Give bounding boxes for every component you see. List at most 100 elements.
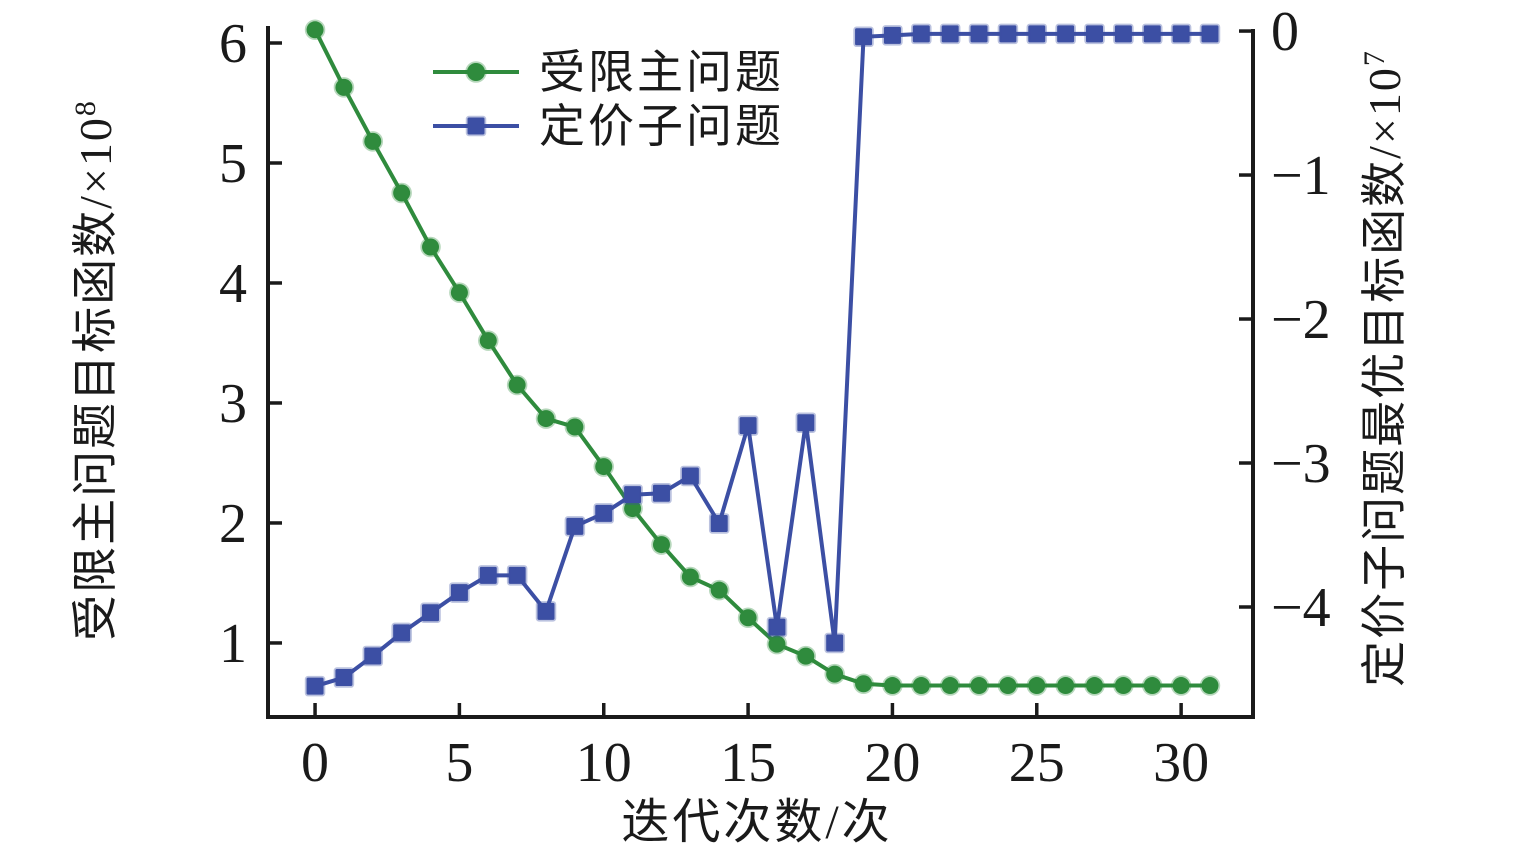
left-axis-title-text: 受限主问题目标函数/×10 <box>70 116 121 641</box>
circle-marker <box>535 408 557 429</box>
right-tick-label: 0 <box>1271 1 1299 63</box>
square-marker <box>1199 23 1221 45</box>
square-marker <box>1141 23 1163 45</box>
square-marker <box>766 616 788 638</box>
circle-marker <box>997 675 1019 696</box>
square-marker <box>911 23 932 45</box>
circle-marker <box>680 566 701 588</box>
left-tick-label: 3 <box>219 373 247 435</box>
x-tick-label: 20 <box>864 732 920 794</box>
x-tick-label: 0 <box>301 732 329 794</box>
circle-marker <box>766 633 788 655</box>
square-marker <box>795 412 817 433</box>
circle-marker <box>708 579 730 601</box>
square-marker <box>939 23 961 45</box>
circle-marker <box>449 282 470 303</box>
circle-marker <box>1170 675 1192 696</box>
legend-square-marker <box>465 115 487 137</box>
legend-circle-marker <box>465 61 487 83</box>
series-master <box>304 19 1221 696</box>
square-marker <box>304 675 326 697</box>
square-marker <box>708 513 730 534</box>
circle-marker <box>391 182 412 204</box>
circle-marker <box>1113 675 1134 696</box>
square-marker <box>449 582 470 603</box>
circle-marker <box>882 675 903 696</box>
right-tick-label: −1 <box>1271 145 1331 207</box>
square-marker <box>680 465 701 487</box>
legend-item-master: 受限主问题 <box>433 47 784 98</box>
circle-marker <box>564 416 586 438</box>
x-axis-title: 迭代次数/次 <box>621 796 892 849</box>
square-marker <box>824 632 845 654</box>
circle-marker <box>1199 675 1221 696</box>
left-axis-title: 受限主问题目标函数/×108 <box>69 99 121 641</box>
square-marker <box>853 26 874 48</box>
left-axis: 6 5 4 3 2 1 <box>219 13 282 675</box>
square-marker <box>651 482 672 504</box>
square-marker <box>997 23 1019 45</box>
square-marker <box>737 415 759 436</box>
circle-marker <box>1026 675 1048 696</box>
circle-marker <box>651 534 672 555</box>
left-tick-label: 1 <box>219 613 247 675</box>
circle-marker <box>506 374 528 396</box>
circle-marker <box>362 131 384 152</box>
x-axis: 0 5 10 15 20 25 30 <box>301 703 1209 794</box>
circle-marker <box>478 330 499 351</box>
circle-marker <box>853 673 874 695</box>
square-marker <box>1113 23 1134 45</box>
legend-item-pricing: 定价子问题 <box>433 101 784 152</box>
square-marker <box>506 565 528 586</box>
square-marker <box>564 516 586 537</box>
right-tick-label: −3 <box>1271 433 1331 495</box>
circle-marker <box>911 675 932 696</box>
left-axis-title-superscript: 8 <box>69 99 102 116</box>
square-marker <box>622 484 643 505</box>
square-marker <box>968 23 990 45</box>
square-marker <box>420 602 441 624</box>
x-tick-label: 25 <box>1009 732 1065 794</box>
right-axis-title-text: 定价子问题最优目标函数/×10 <box>1359 66 1410 687</box>
square-marker <box>391 622 412 644</box>
circle-marker <box>420 236 441 258</box>
x-tick-label: 15 <box>720 732 776 794</box>
circle-marker <box>593 456 614 477</box>
right-tick-label: −2 <box>1271 289 1331 351</box>
square-marker <box>1026 23 1048 45</box>
square-marker <box>333 667 355 688</box>
x-tick-label: 5 <box>445 732 473 794</box>
circle-marker <box>939 675 961 696</box>
left-tick-label: 6 <box>219 13 247 75</box>
circle-marker <box>1055 675 1076 696</box>
square-marker <box>882 25 903 46</box>
square-marker <box>362 645 384 667</box>
square-marker <box>535 601 557 622</box>
circle-marker <box>737 607 759 629</box>
right-axis-title: 定价子问题最优目标函数/×107 <box>1358 49 1410 687</box>
axes <box>266 26 1255 719</box>
left-tick-label: 4 <box>219 253 247 315</box>
x-tick-label: 30 <box>1153 732 1209 794</box>
legend-label: 受限主问题 <box>539 47 784 98</box>
square-marker <box>478 565 499 586</box>
square-marker <box>593 503 614 524</box>
right-tick-label: −4 <box>1271 577 1331 639</box>
square-marker <box>1170 23 1192 45</box>
square-marker <box>1084 23 1105 45</box>
square-marker <box>1055 23 1076 45</box>
circle-marker <box>304 19 326 41</box>
x-tick-label: 10 <box>576 732 632 794</box>
right-axis-title-superscript: 7 <box>1358 49 1391 66</box>
circle-marker <box>968 675 990 696</box>
series-pricing <box>304 23 1221 697</box>
circle-marker <box>795 645 817 667</box>
left-tick-label: 2 <box>219 493 247 555</box>
legend-label: 定价子问题 <box>539 101 784 152</box>
circle-marker <box>1084 675 1105 696</box>
right-axis: 0 −1 −2 −3 −4 <box>1239 1 1331 639</box>
left-tick-label: 5 <box>219 133 247 195</box>
